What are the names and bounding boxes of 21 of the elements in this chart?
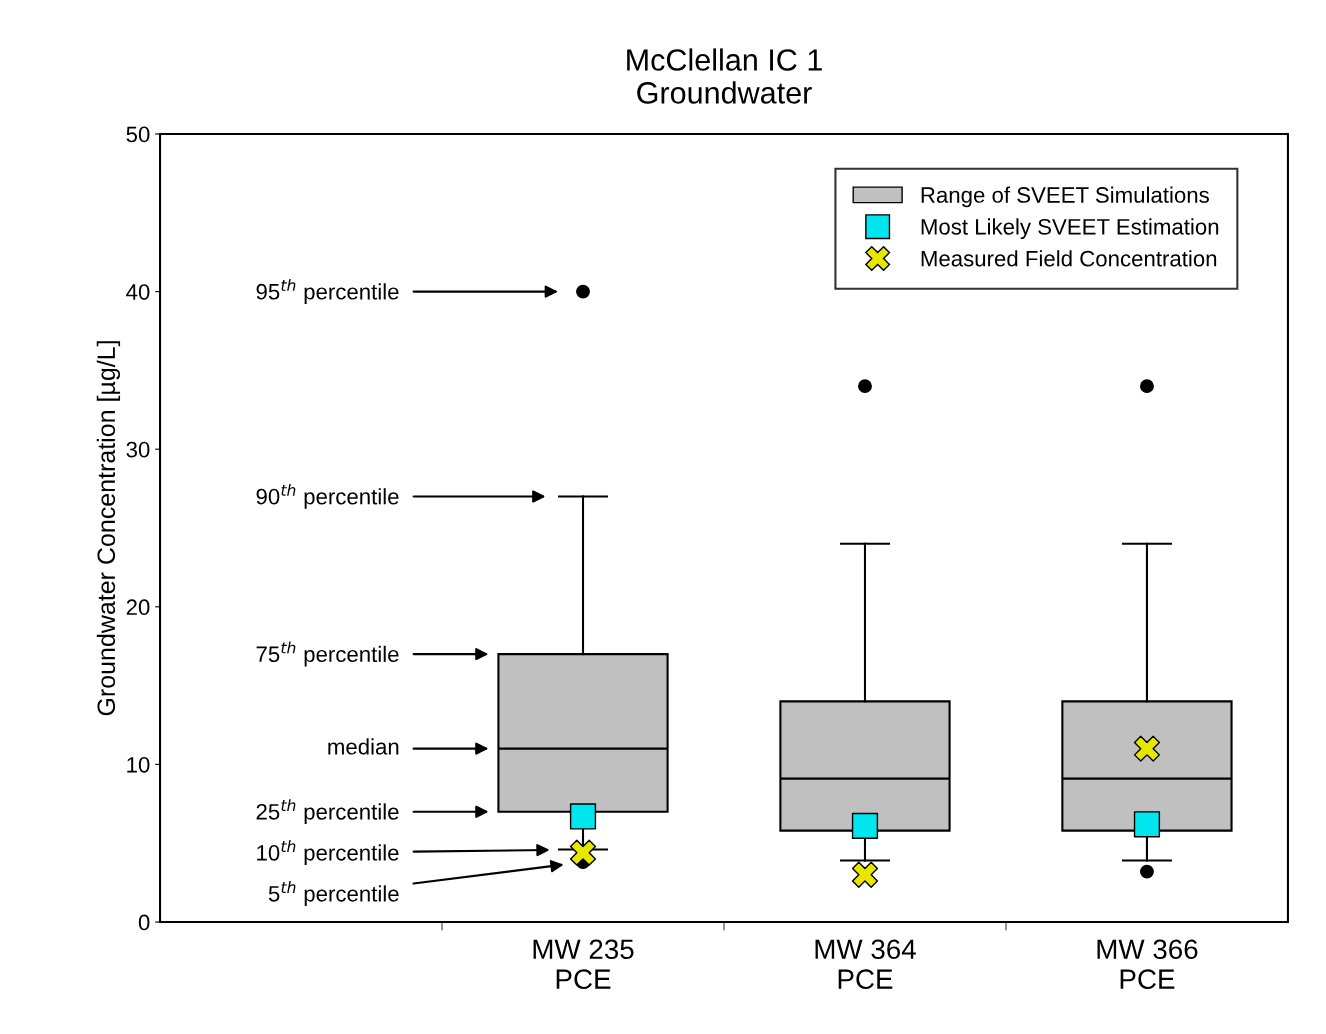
legend-label: Range of SVEET Simulations [921,186,1209,208]
annotation: 75$^{th}$ percentile [256,641,399,667]
annotation: 95$^{th}$ percentile [256,279,399,304]
y-axis-title: Groundwater Concentration [µg/L] [96,341,121,716]
legend-label: Measured Field Concentration [921,250,1217,267]
x-tick-label: MW 235 PCE [533,939,634,990]
annotation: 90$^{th}$ percentile [256,483,399,509]
y-tick-label: 30 [126,441,150,458]
legend-label: Most Likely SVEET Estimation [921,218,1219,240]
y-tick-label: 50 [126,126,150,143]
x-tick-label: MW 364 PCE [815,939,916,990]
chart-title: McClellan IC 1 Groundwater [627,48,822,104]
y-tick-label: 20 [126,599,150,616]
annotation: 25$^{th}$ percentile [256,799,399,825]
annotation: 10$^{th}$ percentile [257,840,399,866]
annotation: 5$^{th}$ percentile [268,881,399,907]
y-tick-label: 10 [127,756,150,773]
annotation: median [328,738,399,755]
y-tick-label: 40 [126,284,150,300]
x-tick-label: MW 366 PCE [1097,939,1198,990]
y-tick-label: 0 [138,914,150,931]
